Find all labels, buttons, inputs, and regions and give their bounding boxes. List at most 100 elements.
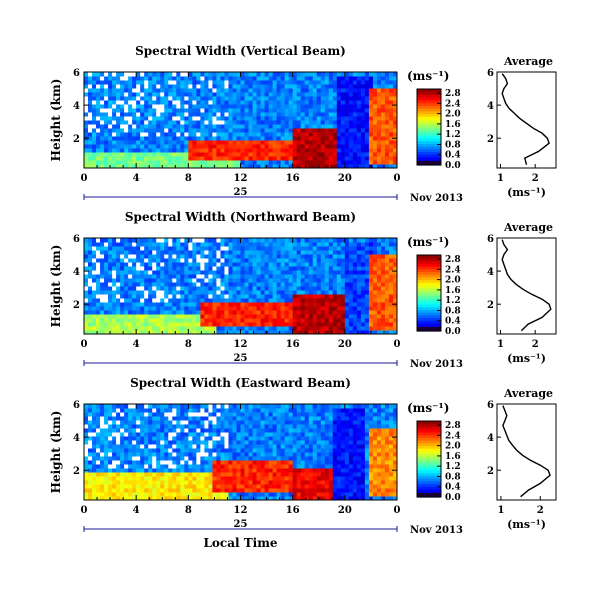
heatmap-cell bbox=[344, 282, 350, 287]
heatmap-cell bbox=[256, 128, 262, 133]
heatmap-cell bbox=[164, 80, 169, 85]
heatmap-cell bbox=[120, 92, 125, 97]
heatmap-cell bbox=[240, 322, 246, 327]
heatmap-cell bbox=[88, 76, 93, 81]
heatmap-cell bbox=[168, 242, 173, 247]
heatmap-cell bbox=[216, 242, 221, 247]
heatmap-cell bbox=[308, 112, 314, 117]
heatmap-cell bbox=[112, 298, 117, 303]
heatmap-cell bbox=[216, 464, 221, 469]
heatmap-cell bbox=[116, 416, 121, 421]
heatmap-cell bbox=[180, 258, 185, 263]
heatmap-cell bbox=[188, 96, 193, 101]
heatmap-cell bbox=[332, 156, 338, 161]
heatmap-cell bbox=[272, 80, 278, 85]
heatmap-cell bbox=[336, 132, 342, 137]
heatmap-cell bbox=[268, 286, 274, 291]
heatmap-cell bbox=[180, 322, 185, 327]
heatmap-cell bbox=[188, 254, 193, 259]
heatmap-cell bbox=[268, 124, 274, 129]
heatmap-cell bbox=[368, 326, 374, 331]
heatmap-cell bbox=[144, 278, 149, 283]
heatmap-cell bbox=[312, 258, 318, 263]
heatmap-cell bbox=[188, 444, 193, 449]
heatmap-cell bbox=[268, 160, 274, 165]
heatmap-cell bbox=[188, 132, 193, 137]
heatmap-cell bbox=[148, 120, 153, 125]
heatmap-cell bbox=[144, 84, 149, 89]
heatmap-cell bbox=[136, 444, 141, 449]
heatmap-cell bbox=[308, 120, 314, 125]
heatmap-cell bbox=[232, 452, 237, 457]
heatmap-cell bbox=[208, 330, 213, 335]
heatmap-cell bbox=[252, 452, 258, 457]
heatmap-cell bbox=[220, 472, 225, 477]
heatmap-cell bbox=[220, 408, 225, 413]
heatmap-cell bbox=[104, 92, 109, 97]
heatmap-cell bbox=[180, 302, 185, 307]
heatmap-cell bbox=[160, 136, 165, 141]
heatmap-cell bbox=[164, 282, 169, 287]
heatmap-cell bbox=[376, 100, 382, 105]
heatmap-cell bbox=[156, 428, 161, 433]
heatmap-cell bbox=[88, 330, 93, 335]
heatmap-cell bbox=[84, 80, 89, 85]
heatmap-cell bbox=[376, 72, 382, 77]
heatmap-cell bbox=[196, 144, 201, 149]
heatmap-cell bbox=[156, 322, 161, 327]
heatmap-cell bbox=[152, 120, 157, 125]
heatmap-cell bbox=[316, 258, 322, 263]
heatmap-cell bbox=[296, 160, 302, 165]
heatmap-cell bbox=[164, 444, 169, 449]
heatmap-cell bbox=[252, 148, 258, 153]
heatmap-cell bbox=[172, 164, 177, 169]
heatmap-cell bbox=[376, 330, 382, 335]
heatmap-cell bbox=[164, 460, 169, 465]
heatmap-cell bbox=[340, 326, 346, 331]
heatmap-cell bbox=[220, 148, 225, 153]
heatmap-cell bbox=[128, 448, 133, 453]
heatmap-cell bbox=[280, 298, 286, 303]
heatmap-cell bbox=[316, 140, 322, 145]
heatmap-cell bbox=[220, 76, 225, 81]
heatmap-cell bbox=[232, 270, 237, 275]
heatmap-cell bbox=[152, 274, 157, 279]
heatmap-cell bbox=[128, 322, 133, 327]
heatmap-cell bbox=[364, 274, 370, 279]
heatmap-cell bbox=[112, 270, 117, 275]
heatmap-cell bbox=[216, 412, 221, 417]
heatmap-cell bbox=[156, 266, 161, 271]
heatmap-cell bbox=[140, 460, 145, 465]
heatmap-cell bbox=[248, 254, 254, 259]
heatmap-cell bbox=[312, 242, 318, 247]
heatmap-cell bbox=[236, 250, 241, 255]
heatmap-cell bbox=[200, 274, 205, 279]
heatmap-cell bbox=[128, 258, 133, 263]
heatmap-cell bbox=[268, 282, 274, 287]
heatmap-cell bbox=[336, 116, 342, 121]
heatmap-cell bbox=[280, 96, 286, 101]
heatmap-cell bbox=[380, 274, 386, 279]
heatmap-cell bbox=[256, 144, 262, 149]
heatmap-cell bbox=[268, 84, 274, 89]
heatmap-cell bbox=[332, 88, 338, 93]
heatmap-cell bbox=[300, 318, 306, 323]
heatmap-cell bbox=[188, 322, 193, 327]
heatmap-cell bbox=[220, 480, 225, 485]
heatmap-cell bbox=[300, 88, 306, 93]
heatmap-cell bbox=[376, 160, 382, 165]
heatmap-cell bbox=[104, 72, 109, 77]
heatmap-cell bbox=[232, 258, 237, 263]
heatmap-cell bbox=[356, 318, 362, 323]
heatmap-cell bbox=[228, 484, 233, 489]
heatmap-cell bbox=[172, 302, 177, 307]
heatmap-cell bbox=[392, 298, 398, 303]
heatmap-cell bbox=[224, 278, 229, 283]
heatmap-cell bbox=[388, 76, 394, 81]
heatmap-cell bbox=[148, 420, 153, 425]
heatmap-cell bbox=[332, 322, 338, 327]
heatmap-cell bbox=[148, 132, 153, 137]
heatmap-cell bbox=[120, 156, 125, 161]
heatmap-cell bbox=[288, 330, 294, 335]
heatmap-cell bbox=[344, 250, 350, 255]
